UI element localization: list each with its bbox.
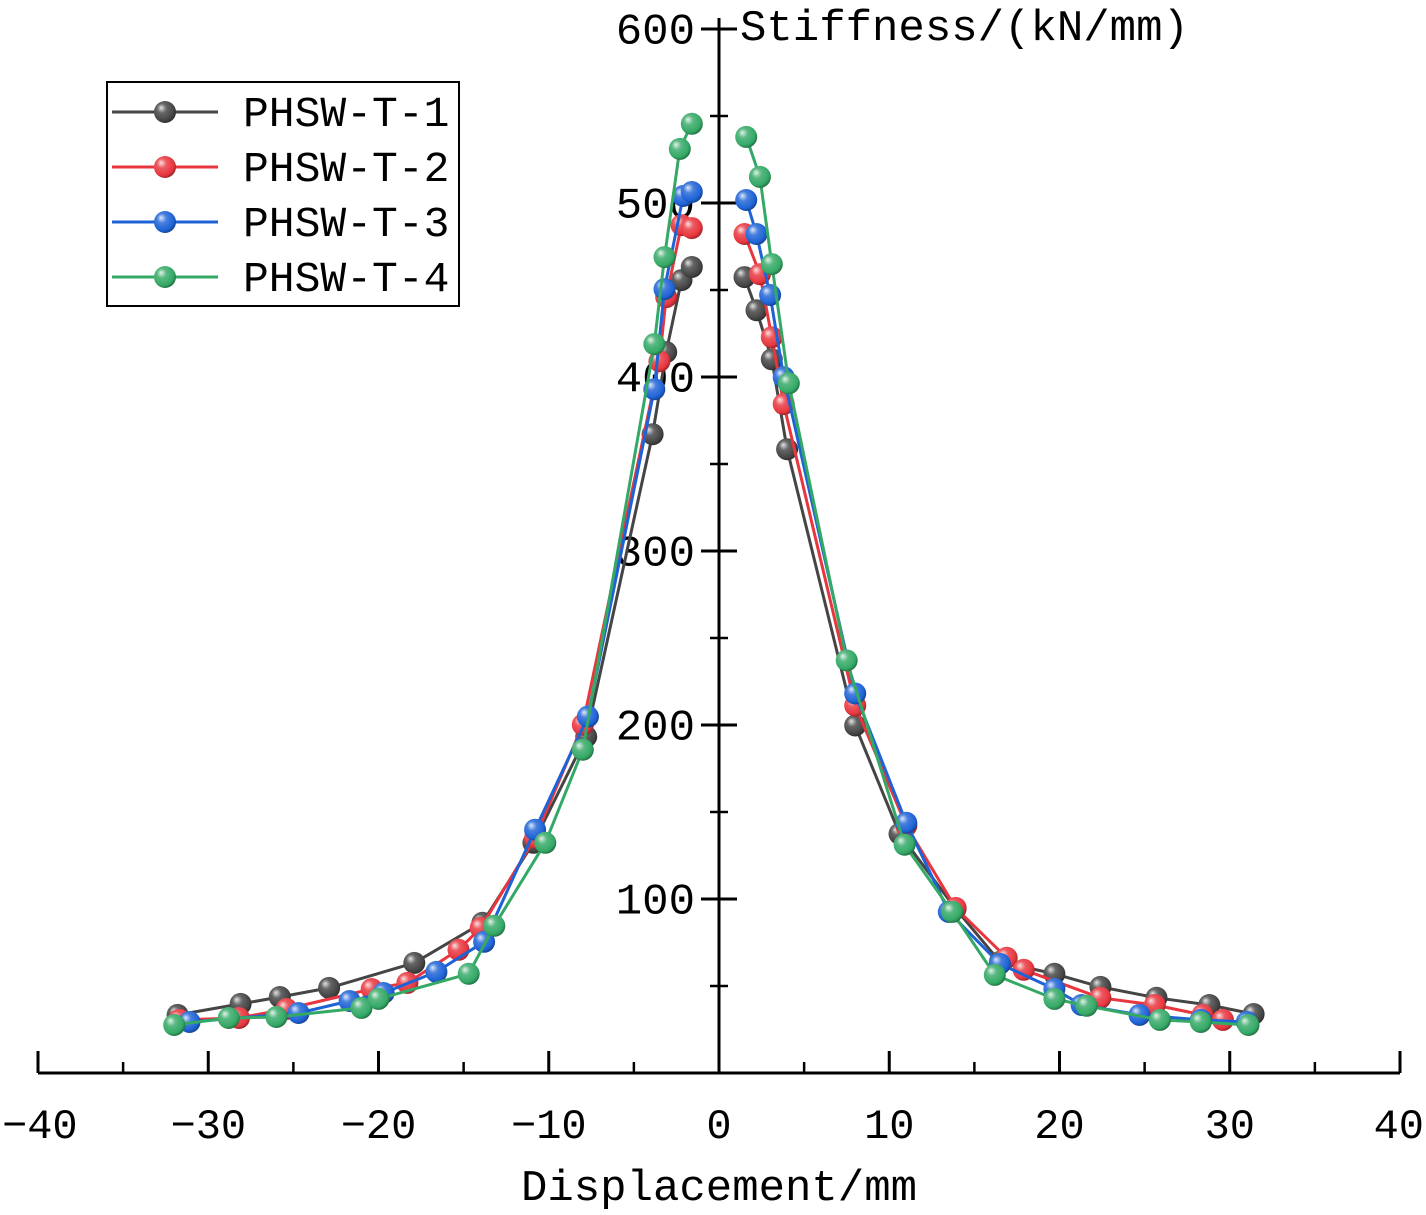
y-axis-title: Stiffness/(kN/mm) [740,4,1189,54]
series-line-phsw-t-3-positive [744,199,1247,1024]
x-tick-label: 20 [1034,1103,1084,1151]
data-point-phsw-t-4 [760,253,783,276]
x-tick-label: 40 [1374,1103,1424,1151]
data-point-phsw-t-4 [941,900,964,923]
legend-marker-phsw-t-3 [154,211,176,233]
data-point-phsw-t-4 [571,738,594,761]
x-tick-label: −30 [170,1103,246,1151]
data-point-phsw-t-4 [735,125,758,148]
series-line-phsw-t-1-positive [743,276,1254,1016]
plot-area [163,112,1265,1036]
data-point-phsw-t-4 [983,963,1006,986]
legend-label-phsw-t-3: PHSW-T-3 [243,200,449,249]
y-tick-label: 100 [616,878,695,928]
data-point-phsw-t-3 [653,278,676,301]
data-point-phsw-t-4 [1043,987,1066,1010]
data-point-phsw-t-2 [1012,958,1035,981]
x-tick-label: −10 [511,1103,587,1151]
series-line-phsw-t-1-negative [177,266,693,1017]
x-tick-label: 0 [706,1103,731,1151]
data-point-phsw-t-4 [835,649,858,672]
data-point-phsw-t-4 [680,112,703,135]
data-point-phsw-t-4 [748,165,771,188]
y-tick-label: 200 [616,704,695,754]
series-phsw-t-4 [163,112,1260,1036]
data-point-phsw-t-4 [265,1006,288,1028]
y-tick-label: 600 [616,8,695,58]
data-point-phsw-t-4 [893,833,916,856]
legend: PHSW-T-1 PHSW-T-2 PHSW-T-3 PHSW-T-4 [106,81,460,307]
data-point-phsw-t-4 [534,831,557,854]
x-tick-label: −20 [341,1103,417,1151]
data-point-phsw-t-1 [403,951,426,974]
data-point-phsw-t-1 [745,299,768,322]
data-point-phsw-t-4 [1148,1008,1171,1031]
data-point-phsw-t-3 [844,682,867,705]
data-point-phsw-t-4 [668,137,691,160]
data-point-phsw-t-4 [483,914,506,937]
data-point-phsw-t-4 [1189,1011,1212,1033]
x-tick-label: −40 [2,1103,78,1151]
data-point-phsw-t-2 [680,217,703,240]
legend-item-phsw-t-3: PHSW-T-3 [112,200,449,249]
data-point-phsw-t-4 [653,246,676,269]
legend-marker-phsw-t-4 [154,266,176,288]
series-line-phsw-t-4-positive [744,136,1249,1027]
data-point-phsw-t-3 [680,181,703,203]
data-point-phsw-t-3 [745,223,768,245]
data-point-phsw-t-3 [287,1002,310,1024]
x-tick-label: 30 [1205,1103,1255,1151]
legend-label-phsw-t-2: PHSW-T-2 [243,145,449,194]
data-point-phsw-t-4 [643,333,666,356]
x-tick-label: 10 [864,1103,914,1151]
data-point-phsw-t-2 [648,350,671,373]
legend-label-phsw-t-4: PHSW-T-4 [243,255,449,304]
series-phsw-t-1 [166,256,1265,1026]
data-point-phsw-t-4 [217,1007,240,1029]
series-phsw-t-2 [168,214,1234,1031]
data-point-phsw-t-1 [680,256,703,278]
axes: −40−30−20−10010203040100200300400500600 [2,8,1424,1152]
legend-item-phsw-t-4: PHSW-T-4 [112,255,449,304]
legend-item-phsw-t-2: PHSW-T-2 [112,145,449,194]
data-point-phsw-t-4 [163,1014,186,1036]
data-point-phsw-t-4 [777,372,800,395]
x-axis-title: Displacement/mm [521,1164,917,1214]
legend-item-phsw-t-1: PHSW-T-1 [112,90,449,139]
legend-marker-phsw-t-1 [154,101,176,123]
data-point-phsw-t-4 [457,962,480,985]
data-point-phsw-t-4 [350,996,373,1019]
data-point-phsw-t-3 [425,960,448,983]
legend-label-phsw-t-1: PHSW-T-1 [243,90,449,139]
data-point-phsw-t-4 [367,987,390,1010]
data-point-phsw-t-3 [735,189,758,211]
data-point-phsw-t-4 [1237,1014,1260,1036]
data-point-phsw-t-4 [1075,994,1098,1017]
series-line-phsw-t-2-positive [743,233,1224,1022]
data-point-phsw-t-1 [318,976,341,999]
legend-marker-phsw-t-2 [154,156,176,178]
